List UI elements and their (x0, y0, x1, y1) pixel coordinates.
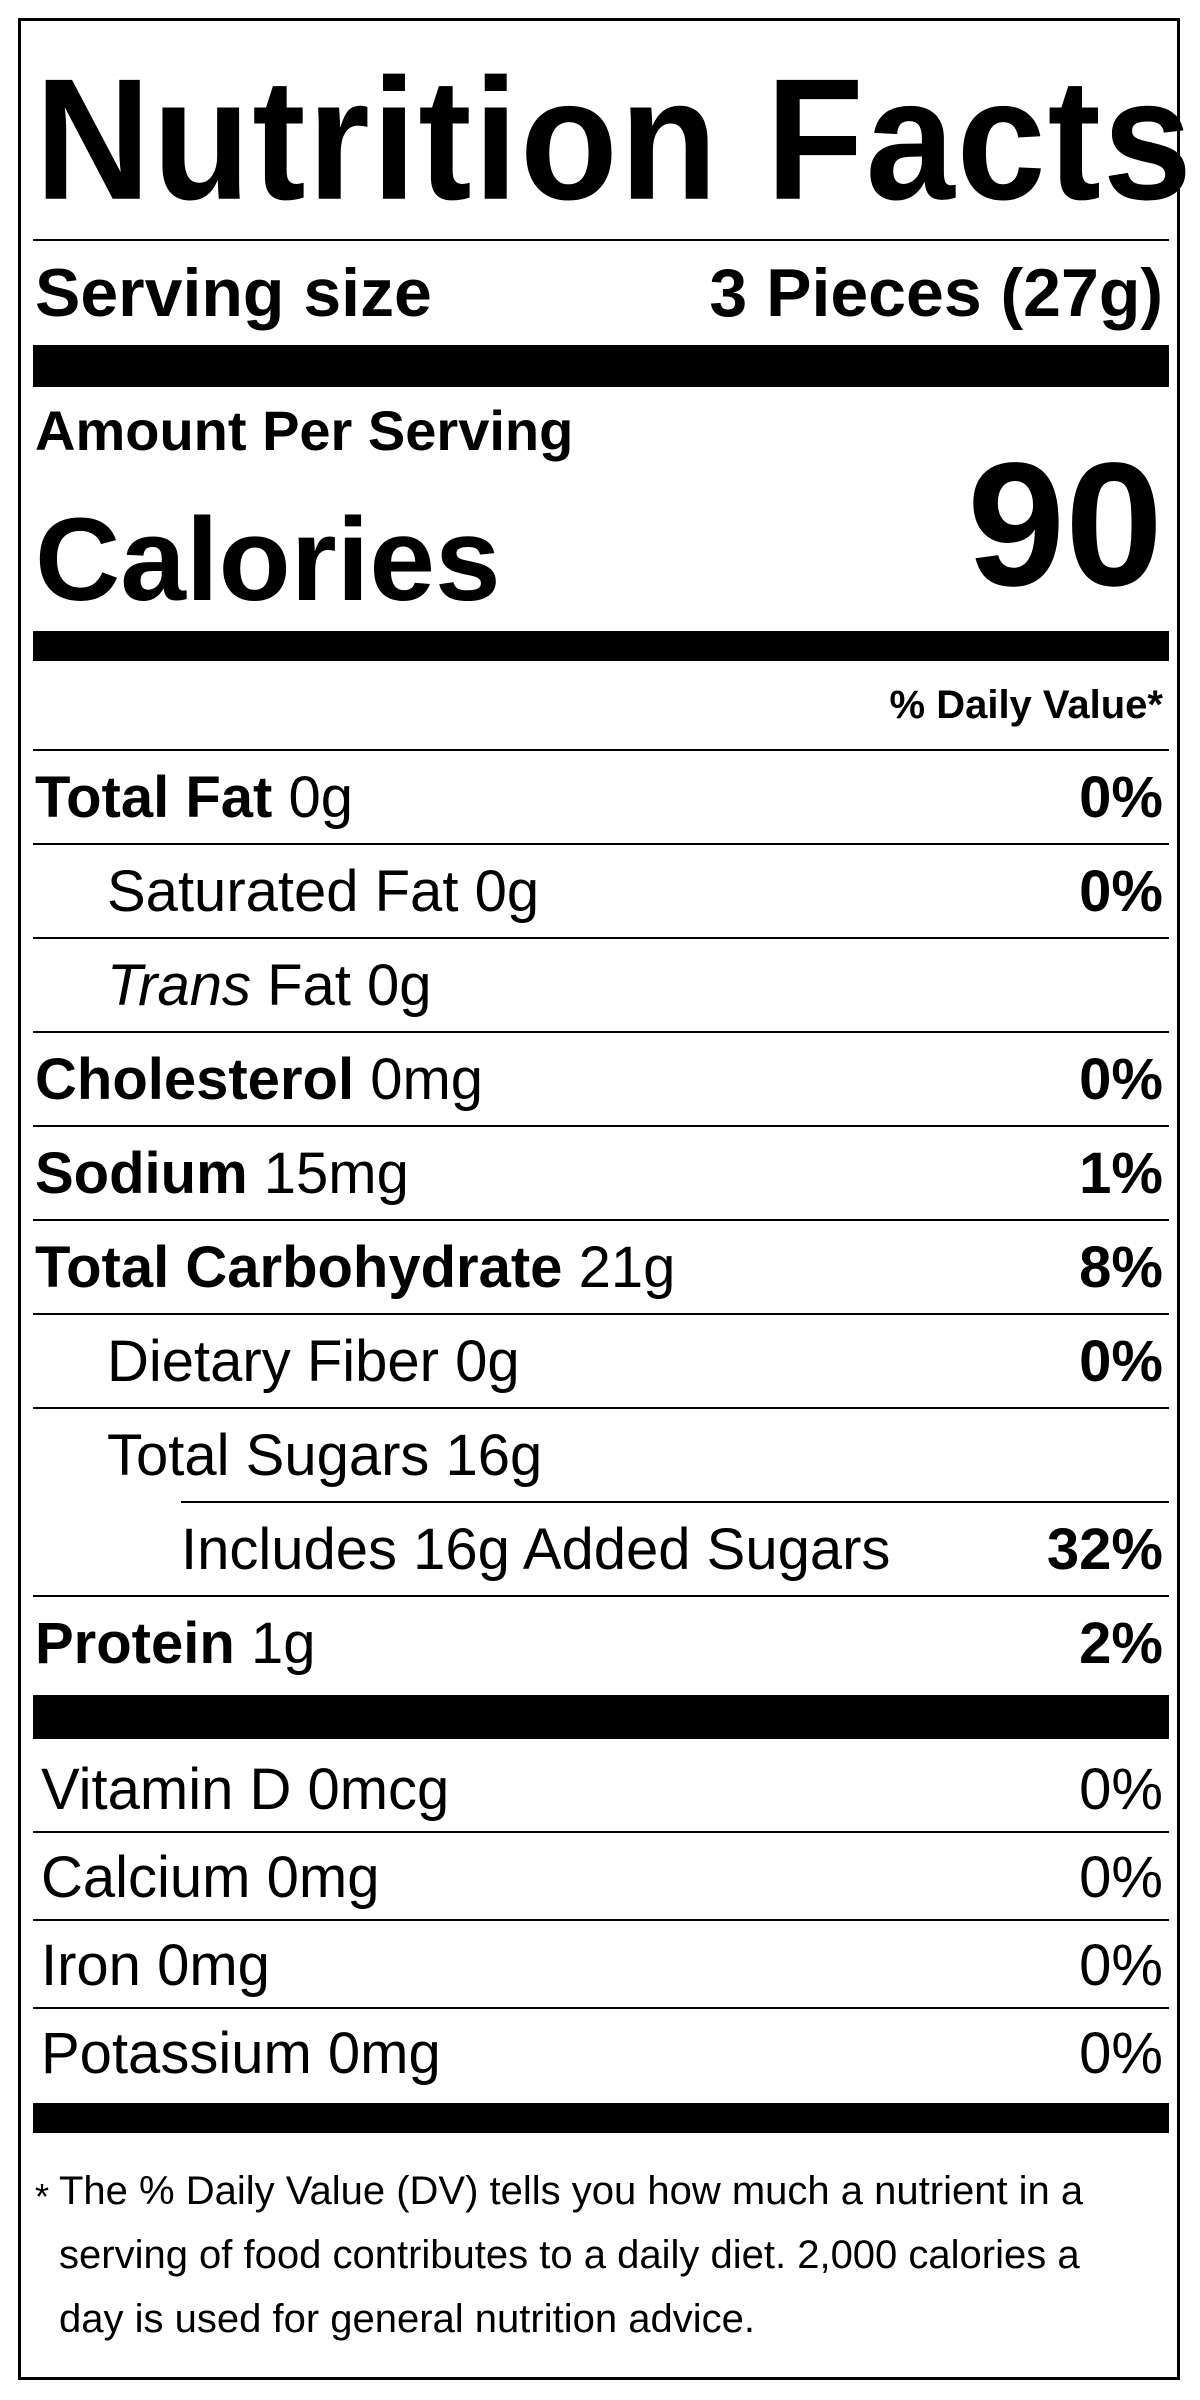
divider (33, 1407, 1169, 1409)
nutrient-amount: 0g (367, 953, 432, 1018)
vitamin-name: Iron (41, 1933, 141, 1998)
footnote-line: day is used for general nutrition advice… (59, 2297, 755, 2341)
nutrient-cholesterol: Cholesterol 0mg (35, 1051, 1163, 1109)
nutrient-dv: 0% (1079, 765, 1163, 830)
calories-label: Calories (35, 494, 501, 626)
vitamin-name: Calcium (41, 1845, 251, 1910)
nutrient-name: Total Sugars (107, 1423, 430, 1488)
serving-size-value: 3 Pieces (27g) (709, 255, 1163, 331)
nutrient-sodium: Sodium 15mg (35, 1145, 1163, 1203)
nutrient-dietary-fiber: Dietary Fiber 0g (107, 1333, 1163, 1391)
serving-size-label: Serving size (35, 255, 432, 331)
nutrient-added-sugars: Includes 16g Added Sugars (181, 1521, 1163, 1579)
nutrient-total-carbohydrate: Total Carbohydrate 21g (35, 1239, 1163, 1297)
nutrition-facts-panel: Nutrition Facts Serving size 3 Pieces (2… (18, 18, 1192, 2380)
divider (33, 1219, 1169, 1221)
nutrient-dv: 1% (1079, 1141, 1163, 1206)
nutrient-name: Saturated Fat (107, 859, 459, 924)
vitamin-amount: 0mg (327, 2021, 441, 2086)
nutrient-saturated-fat: Saturated Fat 0g (107, 863, 1163, 921)
nutrient-name: Sodium (35, 1141, 248, 1206)
nutrient-amount: 15mg (263, 1141, 409, 1206)
nutrient-dv: 0% (1079, 1329, 1163, 1394)
thick-divider (33, 1695, 1169, 1739)
daily-value-header: % Daily Value* (889, 683, 1163, 727)
divider (33, 2007, 1169, 2009)
nutrient-total-sugars: Total Sugars 16g (107, 1427, 1163, 1485)
nutrient-amount: 0g (474, 859, 540, 924)
footnote-line: The % Daily Value (DV) tells you how muc… (59, 2169, 1084, 2213)
nutrient-name: Protein (35, 1611, 235, 1676)
divider (33, 239, 1169, 241)
vitamin-dv: 0% (1079, 1757, 1163, 1822)
nutrient-name: Total Fat (35, 765, 273, 830)
thick-divider (33, 2103, 1169, 2133)
vitamin-dv: 0% (1079, 1845, 1163, 1910)
footnote-line: serving of food contributes to a daily d… (59, 2233, 1080, 2277)
vitamin-amount: 0mcg (307, 1757, 450, 1822)
calcium: Calcium 0mg (41, 1849, 1163, 1907)
divider (33, 1595, 1169, 1597)
vitamin-name: Vitamin D (41, 1757, 292, 1822)
nutrient-total-fat: Total Fat 0g (35, 769, 1163, 827)
vitamin-name: Potassium (41, 2021, 312, 2086)
nutrient-name: Dietary Fiber (107, 1329, 439, 1394)
nutrient-amount: 0g (288, 765, 353, 830)
nutrient-name: Cholesterol (35, 1047, 355, 1112)
nutrient-dv: 0% (1079, 1047, 1163, 1112)
nutrient-name-rest: Fat (267, 953, 351, 1018)
thick-divider (33, 631, 1169, 661)
nutrient-amount: 16g (445, 1423, 543, 1488)
vitamin-amount: 0mg (157, 1933, 270, 1998)
nutrient-dv: 2% (1079, 1611, 1163, 1676)
vitamin-d: Vitamin D 0mcg (41, 1761, 1163, 1819)
calories-value: 90 (967, 427, 1163, 623)
nutrient-amount: 0g (455, 1329, 520, 1394)
divider (33, 1125, 1169, 1127)
divider (33, 1031, 1169, 1033)
nutrient-amount: 1g (250, 1611, 316, 1676)
nutrient-amount: 0mg (370, 1047, 484, 1112)
label-title: Nutrition Facts (35, 42, 1194, 236)
divider (33, 1831, 1169, 1833)
nutrient-dv: 32% (1046, 1517, 1163, 1582)
divider (33, 937, 1169, 939)
nutrient-name: Trans (107, 953, 251, 1018)
nutrient-dv: 0% (1079, 859, 1163, 924)
amount-per-serving: Amount Per Serving (35, 399, 574, 462)
nutrient-trans-fat: Trans Fat 0g (107, 957, 1163, 1015)
nutrient-amount: 21g (578, 1235, 676, 1300)
footnote-star: * (35, 2176, 50, 2217)
potassium: Potassium 0mg (41, 2025, 1163, 2083)
iron: Iron 0mg (41, 1937, 1163, 1995)
divider (33, 1313, 1169, 1315)
divider (33, 1919, 1169, 1921)
divider (181, 1501, 1169, 1503)
nutrient-name: Total Carbohydrate (35, 1235, 563, 1300)
nutrient-dv: 8% (1079, 1235, 1163, 1300)
vitamin-dv: 0% (1079, 2021, 1163, 2086)
nutrient-name: Includes 16g Added Sugars (181, 1517, 891, 1582)
divider (33, 749, 1169, 751)
nutrient-protein: Protein 1g (35, 1615, 1163, 1673)
divider (33, 843, 1169, 845)
footnote: * The % Daily Value (DV) tells you how m… (35, 2159, 1155, 2351)
vitamin-amount: 0mg (266, 1845, 380, 1910)
vitamin-dv: 0% (1079, 1933, 1163, 1998)
thick-divider (33, 345, 1169, 387)
